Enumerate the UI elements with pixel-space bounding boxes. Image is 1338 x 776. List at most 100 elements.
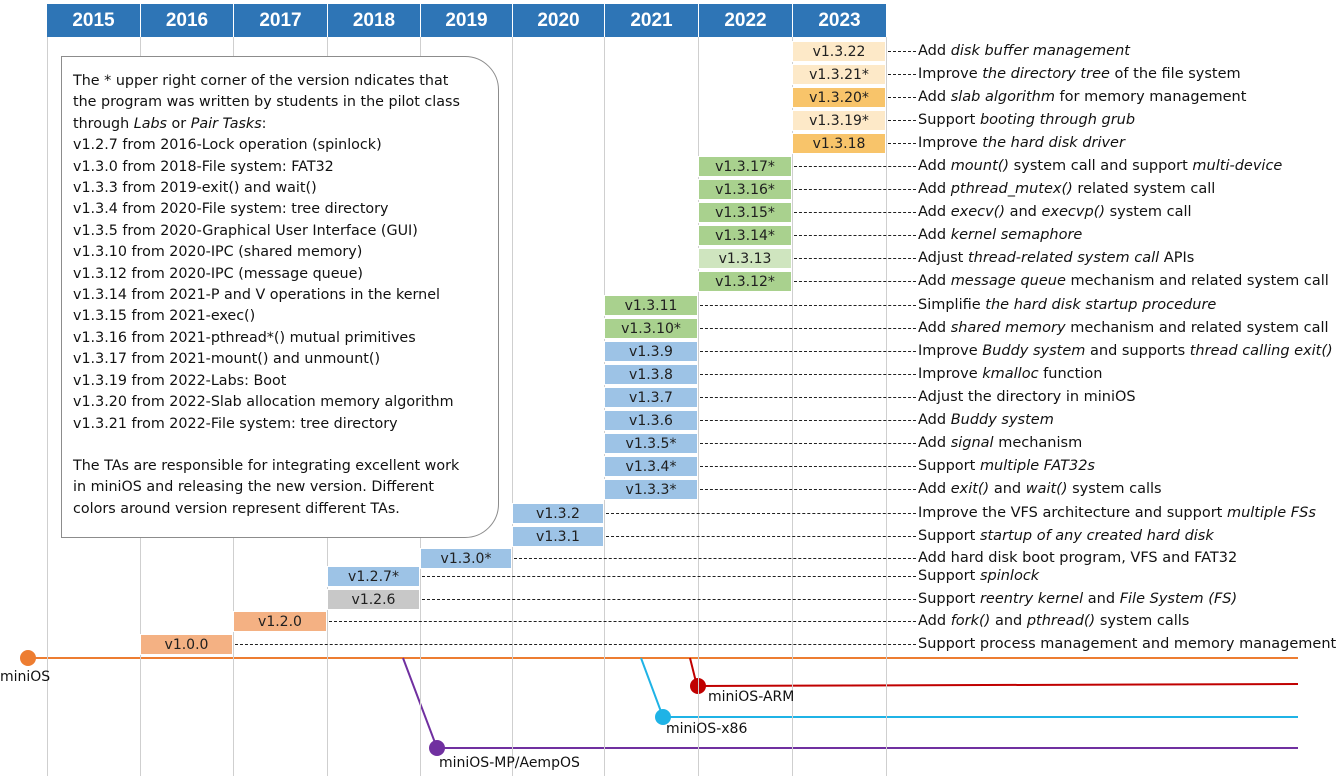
version-description: Support startup of any created hard disk: [918, 528, 1214, 544]
version-connector: [888, 74, 916, 75]
note-item: v1.3.17 from 2021-mount() and unmount(): [73, 351, 381, 368]
version-description: Add mount() system call and support mult…: [918, 158, 1283, 174]
version-description: Improve the directory tree of the file s…: [918, 66, 1241, 82]
version-box: v1.3.6: [604, 409, 698, 431]
version-box: v1.3.1: [512, 525, 604, 547]
version-connector: [888, 120, 916, 121]
note-intro-line: the program was written by students in t…: [73, 94, 460, 111]
version-connector: [888, 143, 916, 144]
version-box: v1.0.0: [140, 633, 233, 655]
note-item: v1.3.19 from 2022-Labs: Boot: [73, 372, 287, 389]
year-2022: 2022: [698, 4, 792, 37]
version-description: Add hard disk boot program, VFS and FAT3…: [918, 550, 1238, 566]
branch-label: miniOS: [0, 669, 51, 685]
version-box: v1.3.12*: [698, 270, 792, 292]
version-connector: [794, 189, 916, 190]
version-connector: [794, 212, 916, 213]
note-item: v1.3.12 from 2020-IPC (message queue): [73, 265, 363, 282]
version-description: Improve the hard disk driver: [918, 135, 1125, 151]
version-box: v1.3.14*: [698, 224, 792, 246]
version-box: v1.3.9: [604, 340, 698, 362]
version-box: v1.3.2: [512, 502, 604, 524]
note-intro-line: The * upper right corner of the version …: [73, 73, 449, 89]
branch-node-mp: [429, 740, 445, 756]
branch-label: miniOS-MP/AempOS: [439, 755, 580, 771]
note-item: v1.3.14 from 2021-P and V operations in …: [73, 287, 441, 304]
note-item: v1.2.7 from 2016-Lock operation (spinloc…: [73, 137, 382, 154]
version-box: v1.3.5*: [604, 432, 698, 454]
note-intro-line: through Labs or Pair Tasks:: [73, 115, 267, 132]
version-box: v1.3.7: [604, 386, 698, 408]
branch-label: miniOS-x86: [666, 721, 748, 737]
version-connector: [422, 599, 916, 600]
version-box: v1.2.7*: [327, 565, 420, 587]
version-box: v1.3.22: [792, 40, 886, 62]
note-item: v1.3.0 from 2018-File system: FAT32: [73, 158, 334, 175]
version-connector: [888, 97, 916, 98]
note-item: v1.3.20 from 2022-Slab allocation memory…: [73, 394, 454, 411]
version-box: v1.3.16*: [698, 178, 792, 200]
note-item: v1.3.10 from 2020-IPC (shared memory): [73, 244, 363, 261]
version-box: v1.3.21*: [792, 63, 886, 85]
version-description: Add exit() and wait() system calls: [918, 481, 1162, 497]
version-connector: [794, 258, 916, 259]
year-2023: 2023: [792, 4, 886, 37]
version-connector: [794, 235, 916, 236]
note-box: The * upper right corner of the version …: [61, 56, 499, 538]
note-outro-line: colors around version represent differen…: [73, 500, 400, 517]
version-connector: [514, 558, 916, 559]
version-description: Add Buddy system: [918, 412, 1054, 428]
version-box: v1.3.0*: [420, 547, 512, 569]
version-description: Improve kmalloc function: [918, 366, 1103, 382]
version-box: v1.2.0: [233, 610, 327, 632]
version-connector: [888, 51, 916, 52]
version-box: v1.3.15*: [698, 201, 792, 223]
year-2015: 2015: [47, 4, 140, 37]
year-2021: 2021: [604, 4, 698, 37]
year-gridline: [886, 37, 887, 776]
version-connector: [794, 281, 916, 282]
version-connector: [606, 536, 916, 537]
version-description: Adjust the directory in miniOS: [918, 389, 1136, 405]
branch-label: miniOS-ARM: [708, 689, 795, 705]
version-box: v1.3.19*: [792, 109, 886, 131]
version-description: Simplifie the hard disk startup procedur…: [918, 297, 1217, 313]
year-gridline: [792, 37, 793, 776]
version-box: v1.3.4*: [604, 455, 698, 477]
version-connector: [794, 166, 916, 167]
branch-line-arm: [689, 657, 1299, 688]
version-description: Support process management and memory ma…: [918, 636, 1337, 652]
year-2019: 2019: [420, 4, 512, 37]
note-item: v1.3.16 from 2021-pthread*() mutual prim…: [73, 329, 416, 346]
version-box: v1.3.20*: [792, 86, 886, 108]
version-connector: [422, 576, 916, 577]
version-description: Support spinlock: [918, 568, 1040, 584]
branch-line-x86: [640, 657, 1298, 718]
version-description: Add shared memory mechanism and related …: [918, 320, 1329, 336]
year-gridline: [47, 37, 48, 776]
note-outro-line: The TAs are responsible for integrating …: [73, 457, 460, 474]
branch-node-x86: [655, 709, 671, 725]
year-2018: 2018: [327, 4, 420, 37]
version-box: v1.3.8: [604, 363, 698, 385]
version-connector: [700, 466, 916, 467]
note-item: v1.3.4 from 2020-File system: tree direc…: [73, 201, 389, 218]
version-description: Add slab algorithm for memory management: [918, 89, 1247, 105]
version-description: Support multiple FAT32s: [918, 458, 1095, 474]
version-box: v1.3.17*: [698, 155, 792, 177]
version-connector: [700, 351, 916, 352]
version-connector: [700, 489, 916, 490]
version-description: Adjust thread-related system call APIs: [918, 250, 1195, 266]
version-box: v1.3.13: [698, 247, 792, 269]
version-box: v1.2.6: [327, 588, 420, 610]
version-description: Add signal mechanism: [918, 435, 1083, 451]
version-description: Add disk buffer management: [918, 43, 1130, 59]
version-description: Add message queue mechanism and related …: [918, 273, 1329, 289]
note-outro-line: in miniOS and releasing the new version.…: [73, 479, 435, 496]
version-box: v1.3.3*: [604, 478, 698, 500]
version-connector: [606, 513, 916, 514]
year-gridline: [698, 37, 699, 776]
year-2020: 2020: [512, 4, 604, 37]
